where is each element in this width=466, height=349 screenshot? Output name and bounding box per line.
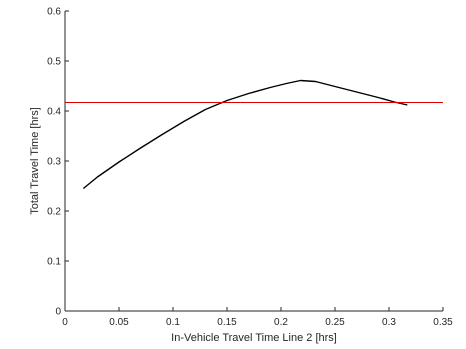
x-axis-title: In-Vehicle Travel Time Line 2 [hrs] <box>171 332 337 344</box>
y-tick-label: 0.6 <box>47 7 61 18</box>
y-tick-label: 0.2 <box>47 207 61 218</box>
x-tick-label: 0.15 <box>217 317 237 328</box>
plot-content <box>65 79 443 190</box>
x-tick-label: 0.2 <box>274 317 288 328</box>
x-tick-label: 0.1 <box>166 317 180 328</box>
x-tick-label: 0.3 <box>382 317 396 328</box>
y-tick-label: 0.4 <box>47 107 61 118</box>
y-tick-label: 0.3 <box>47 157 61 168</box>
y-tick-label: 0.1 <box>47 257 61 268</box>
y-axis-title: Total Travel Time [hrs] <box>29 107 41 215</box>
x-tick-label: 0.25 <box>325 317 345 328</box>
x-axis-ticks: 0 0.05 0.1 0.15 0.2 0.25 0.3 0.35 <box>62 307 453 328</box>
y-axis-ticks: 0 0.1 0.2 0.3 0.4 0.5 0.6 <box>47 7 69 318</box>
x-tick-label: 0.35 <box>433 317 453 328</box>
x-tick-label: 0.05 <box>109 317 129 328</box>
y-tick-label: 0 <box>55 307 61 318</box>
series-line-total-travel-time <box>82 79 408 190</box>
y-tick-label: 0.5 <box>47 57 61 68</box>
x-tick-label: 0 <box>62 317 68 328</box>
